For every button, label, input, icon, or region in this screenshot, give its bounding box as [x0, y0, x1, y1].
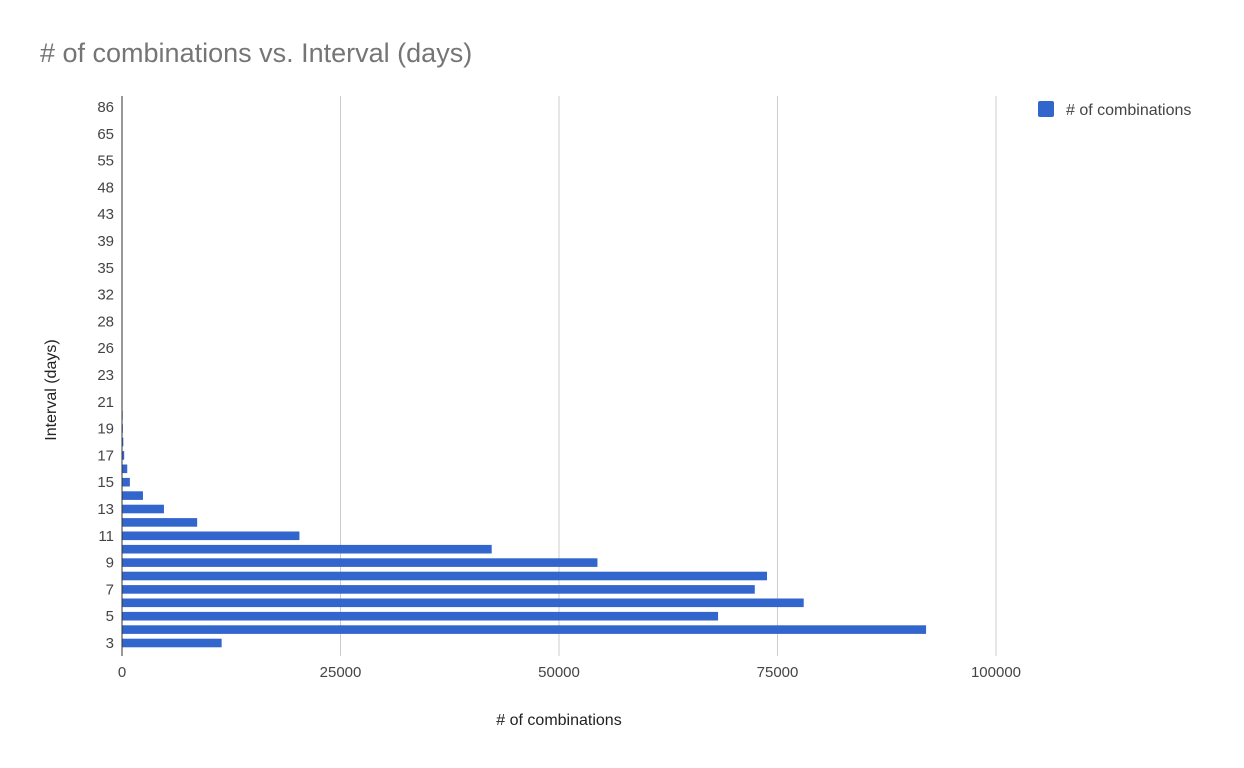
- bar: [122, 571, 768, 581]
- bar: [122, 464, 128, 474]
- y-tick-label: 7: [106, 581, 114, 598]
- bar: [122, 558, 598, 567]
- y-tick-label: 9: [106, 555, 114, 572]
- x-tick-label: 50000: [538, 664, 580, 681]
- x-tick-label: 75000: [757, 664, 799, 681]
- y-tick-label: 23: [97, 367, 114, 384]
- bar: [122, 531, 300, 541]
- bar: [122, 451, 125, 460]
- x-axis-title: # of combinations: [496, 712, 621, 729]
- x-tick-label: 25000: [320, 664, 362, 681]
- y-tick-label: 26: [97, 340, 114, 357]
- y-tick-label: 32: [97, 287, 114, 304]
- x-tick-label: 0: [118, 664, 126, 681]
- y-tick-label: 43: [97, 206, 114, 223]
- y-tick-label: 28: [97, 313, 114, 330]
- bar: [122, 611, 719, 621]
- y-tick-label: 86: [97, 99, 114, 116]
- y-tick-label: 11: [98, 528, 114, 545]
- bars: [122, 102, 927, 648]
- y-tick-label: 55: [97, 153, 114, 170]
- bar: [122, 491, 143, 500]
- y-tick-label: 21: [97, 394, 114, 411]
- y-tick-label: 65: [97, 126, 114, 143]
- bar: [122, 625, 927, 634]
- bar: [122, 585, 755, 594]
- bar: [122, 544, 492, 554]
- bar: [122, 598, 804, 608]
- y-tick-label: 5: [106, 608, 114, 625]
- y-tick-label: 15: [97, 474, 114, 491]
- bar: [122, 504, 164, 514]
- y-tick-label: 19: [97, 421, 114, 438]
- x-tick-label: 100000: [971, 664, 1021, 681]
- y-tick-label: 3: [106, 635, 114, 652]
- y-tick-label: 35: [97, 260, 114, 277]
- y-tick-label: 39: [97, 233, 114, 250]
- chart-title: # of combinations vs. Interval (days): [40, 38, 473, 68]
- y-axis-title: Interval (days): [43, 339, 60, 440]
- x-tick-labels: 0 25000 50000 75000 100000: [118, 664, 1021, 681]
- legend-item-label: # of combinations: [1066, 102, 1191, 119]
- y-tick-label: 48: [97, 179, 114, 196]
- bar: [122, 518, 198, 527]
- bar: [122, 638, 222, 648]
- bar: [122, 477, 130, 487]
- legend: # of combinations: [1038, 101, 1191, 119]
- y-tick-label: 13: [97, 501, 114, 518]
- y-tick-label: 17: [97, 447, 114, 464]
- bar: [122, 437, 124, 447]
- legend-swatch: [1038, 101, 1054, 117]
